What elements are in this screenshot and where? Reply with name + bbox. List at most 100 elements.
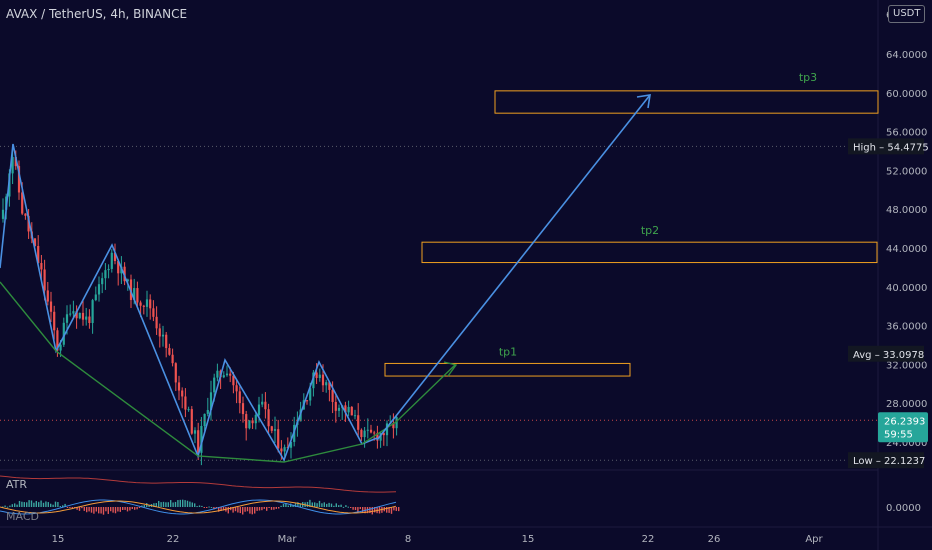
candle-body <box>21 192 24 214</box>
symbol-title[interactable]: AVAX / TetherUS, 4h, BINANCE <box>6 7 188 21</box>
macd-histogram-bar <box>268 507 270 508</box>
candle-body <box>254 414 257 424</box>
candle-body <box>91 300 94 323</box>
macd-histogram-bar <box>242 507 244 515</box>
candle-body <box>184 396 187 410</box>
candle-body <box>94 294 97 301</box>
macd-histogram-bar <box>59 506 61 508</box>
macd-label[interactable]: MACD <box>6 510 39 523</box>
macd-histogram-bar <box>338 505 340 507</box>
macd-histogram-bar <box>40 500 42 507</box>
macd-histogram-bar <box>86 507 88 513</box>
candle-body <box>14 156 17 167</box>
candle-body <box>369 429 373 433</box>
candle-body <box>40 263 43 270</box>
macd-histogram-bar <box>21 501 23 507</box>
candle-body <box>187 409 190 411</box>
candle-body <box>136 288 139 303</box>
macd-histogram-bar <box>196 506 198 508</box>
pattern-zigzag-line <box>0 143 378 462</box>
macd-histogram-bar <box>71 507 73 508</box>
candle-body <box>65 314 69 323</box>
price-axis[interactable]: 64.0000 60.0000 56.0000 52.0000 48.0000 44.00… <box>848 10 929 514</box>
tp3-target-box <box>494 90 879 114</box>
macd-histogram-bar <box>352 507 354 510</box>
avg-marker-text: Avg – 33.0978 <box>853 350 924 361</box>
macd-histogram-bar <box>9 505 11 507</box>
macd-histogram-bar <box>261 507 263 511</box>
macd-histogram-bar <box>160 502 162 507</box>
macd-histogram-bar <box>107 507 109 514</box>
macd-histogram-bar <box>335 503 337 507</box>
currency-button[interactable]: USDT <box>888 5 926 23</box>
macd-histogram-bar <box>395 507 397 511</box>
macd-histogram-bar <box>138 507 141 508</box>
price-tick-label: 60.0000 <box>886 89 927 100</box>
tp1-label: tp1 <box>499 345 517 358</box>
candle-body <box>366 429 369 431</box>
time-axis[interactable]: 15 22 Mar 8 15 22 26 Apr <box>52 534 824 545</box>
macd-histogram-bar <box>184 500 186 507</box>
candle-body <box>225 373 229 376</box>
macd-histogram-bar <box>100 507 102 514</box>
candle-body <box>37 245 40 264</box>
macd-histogram-bar <box>244 507 246 512</box>
macd-histogram-bar <box>42 502 45 507</box>
candle-body <box>1 209 5 219</box>
macd-histogram-bar <box>326 503 328 507</box>
low-marker: Low – 22.1237 <box>848 452 925 469</box>
macd-histogram-bar <box>112 507 114 513</box>
macd-histogram-bar <box>275 507 277 509</box>
candle-body <box>142 305 145 307</box>
tp3-label: tp3 <box>799 71 817 84</box>
macd-histogram-bar <box>285 503 287 507</box>
candle-body <box>97 284 101 295</box>
candle-body <box>75 311 78 319</box>
macd-histogram-bar <box>52 504 54 507</box>
macd-histogram-bar <box>369 507 371 514</box>
candle-body <box>78 312 81 319</box>
macd-histogram-bar <box>318 500 321 507</box>
candle-body <box>213 377 216 393</box>
candle-body <box>139 302 142 306</box>
price-tick-label: 40.0000 <box>886 283 927 294</box>
macd-histogram-bar <box>30 500 33 507</box>
macd-histogram-bar <box>47 502 49 507</box>
macd-histogram-bar <box>266 507 268 511</box>
macd-histogram-bar <box>105 507 107 512</box>
macd-histogram-bar <box>386 507 388 513</box>
high-marker: High – 54.4775 <box>848 138 929 155</box>
candle-body <box>107 268 110 271</box>
macd-histogram-bar <box>186 500 189 507</box>
candle-body <box>357 415 360 430</box>
low-marker-bg <box>848 452 924 469</box>
macd-histogram-bar <box>215 507 217 508</box>
candle-body <box>334 401 337 411</box>
atr-label[interactable]: ATR <box>6 478 28 491</box>
high-marker-text: High – 54.4775 <box>853 142 929 153</box>
candle-body <box>117 261 120 274</box>
tp2-target-box <box>421 241 878 264</box>
macd-histogram-bar <box>88 507 90 512</box>
chart-drawings[interactable]: tp1 tp2 tp3 <box>0 71 879 463</box>
macd-histogram-bar <box>316 503 318 507</box>
tp2-label: tp2 <box>641 224 659 237</box>
candle-body <box>72 311 75 314</box>
time-tick-label: 8 <box>405 534 411 545</box>
reference-lines <box>0 145 878 461</box>
candle-body <box>216 370 219 378</box>
macd-histogram-bar <box>198 505 201 507</box>
macd-histogram-bar <box>282 503 285 507</box>
candle-body <box>267 409 270 427</box>
candle-body <box>85 316 88 320</box>
macd-histogram-bar <box>342 506 345 508</box>
candle-body <box>43 269 46 291</box>
candle-body <box>33 238 37 246</box>
candle-body <box>373 432 376 434</box>
macd-histogram-bar <box>237 507 239 513</box>
macd-histogram-bar <box>390 507 393 514</box>
macd-histogram-bar <box>278 507 280 509</box>
macd-histogram-bar <box>50 503 52 507</box>
macd-histogram-bar <box>330 503 333 507</box>
